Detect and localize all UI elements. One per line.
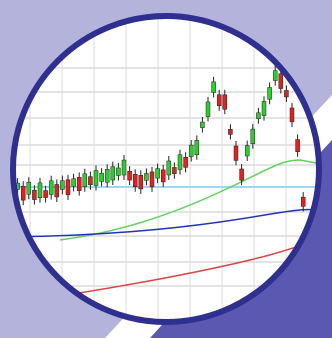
- candle-body: [278, 73, 284, 89]
- candle-body: [183, 157, 188, 168]
- candle-body: [200, 121, 205, 128]
- candle-body: [121, 159, 127, 176]
- candle-body: [93, 170, 99, 186]
- candle-body: [267, 87, 272, 100]
- candle-body: [138, 174, 144, 190]
- candle-body: [261, 101, 267, 116]
- candle-body: [76, 177, 82, 191]
- candle-body: [144, 173, 149, 181]
- candle-body: [216, 94, 222, 106]
- candle-body: [65, 179, 71, 196]
- candle-body: [284, 90, 289, 98]
- candle-body: [250, 128, 256, 145]
- candle-body: [127, 170, 132, 181]
- candle-body: [116, 167, 121, 176]
- candle-body: [132, 174, 138, 187]
- candle-body: [188, 144, 194, 157]
- candle-body: [82, 173, 88, 187]
- candle-body: [20, 185, 26, 201]
- candle-body: [71, 178, 76, 187]
- candle-body: [194, 140, 200, 155]
- candle-body: [88, 176, 93, 185]
- circle-border: [10, 13, 322, 325]
- candle-body: [104, 169, 110, 183]
- candle-body: [160, 169, 166, 183]
- candle-body: [272, 70, 278, 81]
- candle-body: [26, 181, 32, 195]
- candle-body: [177, 154, 183, 170]
- candle-body: [244, 145, 250, 157]
- candle-body: [233, 145, 239, 161]
- candle-body: [172, 167, 177, 174]
- candle-body: [295, 139, 300, 152]
- candle-body: [155, 168, 160, 179]
- candle-body: [239, 168, 244, 181]
- candle-body: [149, 171, 155, 188]
- candle-body: [289, 107, 295, 123]
- candle-body: [54, 184, 60, 198]
- candle-body: [48, 180, 54, 195]
- candle-body: [256, 112, 261, 119]
- candle-body: [60, 180, 65, 190]
- candle-body: [99, 172, 104, 182]
- candle-body: [32, 189, 37, 200]
- candle-body: [300, 196, 306, 207]
- candle-body: [205, 101, 211, 117]
- ma-blue: [15, 208, 317, 238]
- candle-body: [37, 182, 43, 199]
- candle-body: [211, 81, 216, 93]
- candle-body: [110, 166, 116, 181]
- ma-green: [59, 159, 317, 241]
- candle-body: [166, 160, 172, 176]
- candle-body: [222, 94, 228, 110]
- candle-body: [43, 190, 48, 198]
- candle-body: [228, 129, 233, 135]
